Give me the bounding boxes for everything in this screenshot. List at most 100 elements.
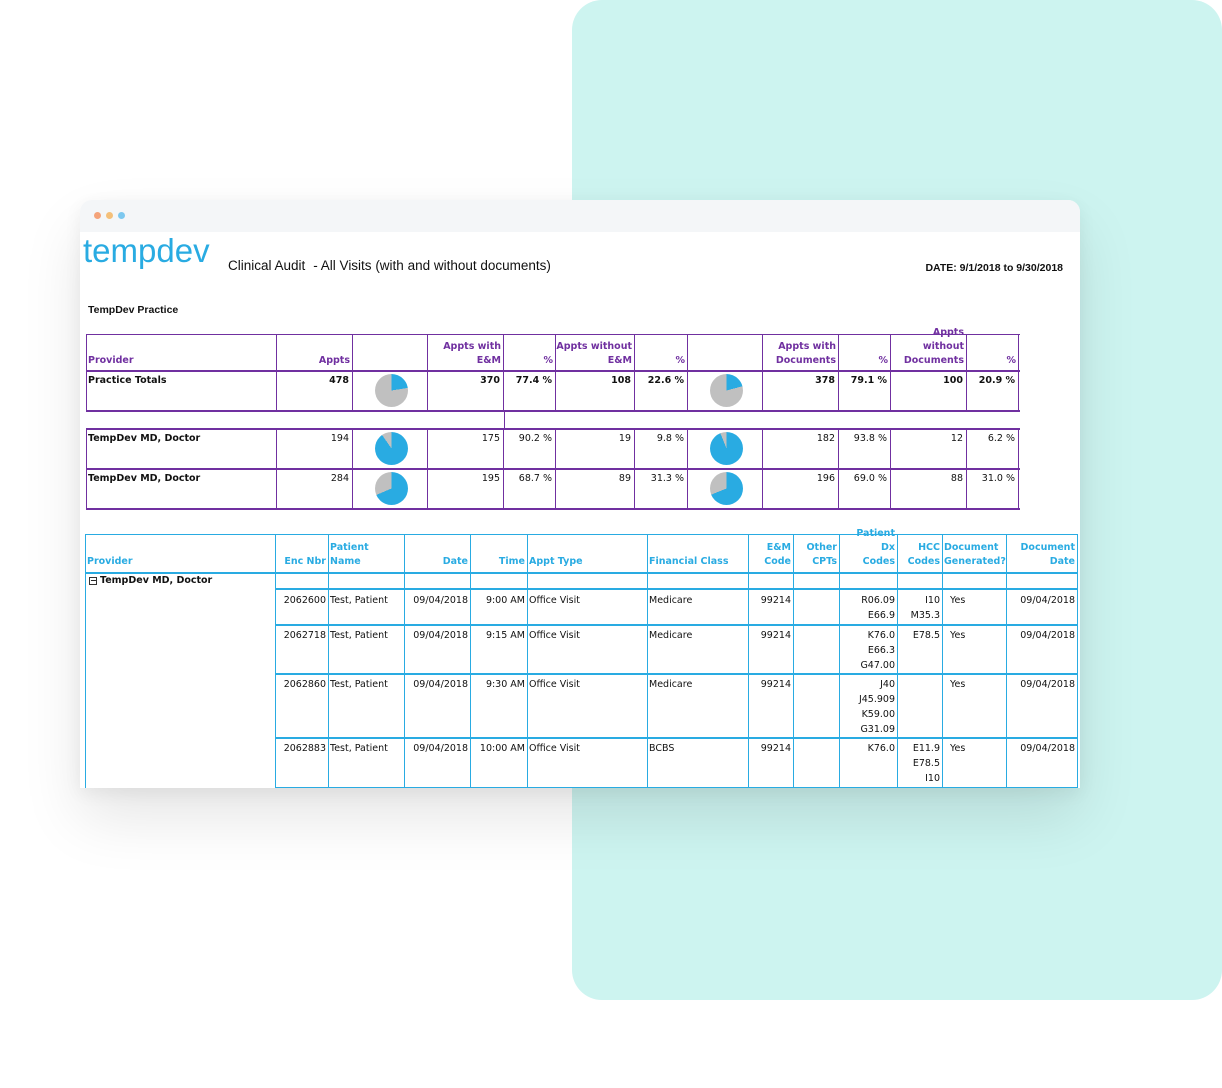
summary-header-5: Appts without E&M — [556, 334, 635, 370]
detail-table: Provider Enc Nbr Patient Name Date Time Appt … — [85, 528, 1078, 788]
summary-pie-cell — [688, 372, 763, 410]
summary-cell-without_em_pct: 31.3 % — [635, 470, 688, 508]
detail-cell-em: 99214 — [760, 743, 791, 754]
detail-cell-date: 09/04/2018 — [413, 679, 468, 690]
pie-chart-icon — [374, 472, 408, 505]
window-close-dot[interactable] — [94, 212, 101, 219]
detail-cell-type: Office Visit — [529, 743, 580, 754]
tempdev-logo: tempdev — [83, 232, 210, 269]
summary-pie-cell — [353, 372, 428, 410]
app-window: tempdev Clinical Audit - All Visits (with… — [80, 200, 1080, 788]
summary-provider: Practice Totals — [86, 372, 277, 410]
detail-cell-cpts — [793, 590, 839, 625]
detail-cell-time: 9:00 AM — [485, 595, 525, 606]
detail-col-rule — [275, 534, 276, 788]
summary-cell-appts: 194 — [277, 430, 353, 468]
summary-pie-cell — [688, 470, 763, 508]
summary-cell-with_em_pct: 90.2 % — [504, 430, 556, 468]
summary-spacer-rule — [504, 410, 505, 430]
table-row[interactable]: 2062718 Test, Patient 09/04/2018 9:15 AM Off… — [275, 625, 1077, 674]
detail-group-label: TempDev MD, Doctor — [100, 575, 213, 586]
detail-cell-em: 99214 — [760, 679, 791, 690]
summary-cell-without_em_pct: 9.8 % — [635, 430, 688, 468]
detail-cell-cpts — [793, 738, 839, 788]
summary-pie-cell — [688, 430, 763, 468]
summary-header-10: Appts without Documents — [891, 327, 967, 370]
summary-cell-with_docs: 196 — [763, 470, 839, 508]
summary-cell-with_docs: 182 — [763, 430, 839, 468]
detail-header-6: Financial Class — [649, 556, 729, 567]
detail-group-row[interactable]: − TempDev MD, Doctor — [85, 573, 275, 589]
detail-cell-generated: Yes — [950, 630, 966, 641]
summary-left-rule — [86, 334, 87, 410]
summary-pie-cell — [353, 430, 428, 468]
window-maximize-dot[interactable] — [118, 212, 125, 219]
detail-cell-enc: 2062860 — [283, 679, 326, 690]
table-row[interactable]: 2062883 Test, Patient 09/04/2018 10:00 AM Of… — [275, 738, 1077, 788]
summary-cell-without_em: 108 — [556, 372, 635, 410]
detail-row-rule — [275, 737, 1077, 739]
summary-row: TempDev MD, Doctor 284 195 68.7 % 89 31.3 % 19… — [86, 470, 1020, 508]
detail-col-rule — [647, 534, 648, 788]
detail-col-rule — [1006, 534, 1007, 788]
summary-row-rule — [86, 468, 1020, 470]
practice-name: TempDev Practice — [88, 304, 179, 316]
detail-col-rule — [527, 534, 528, 788]
detail-col-rule — [942, 534, 943, 788]
detail-cell-patient: Test, Patient — [330, 595, 388, 606]
pie-chart-icon — [374, 432, 408, 465]
detail-cell-hcc — [897, 674, 942, 738]
summary-row: TempDev MD, Doctor 194 175 90.2 % 19 9.8 % 182… — [86, 430, 1020, 468]
report-title-text: Clinical Audit — [228, 258, 306, 273]
summary-header-8: Appts with Documents — [763, 334, 839, 370]
summary-cell-with_docs_pct: 93.8 % — [839, 430, 891, 468]
detail-cell-dx: K76.0 — [867, 743, 895, 754]
summary-provider: TempDev MD, Doctor — [86, 470, 277, 508]
report-content: tempdev Clinical Audit - All Visits (with… — [80, 232, 1080, 788]
detail-cell-fclass: BCBS — [649, 743, 675, 754]
report-date-range: DATE: 9/1/2018 to 9/30/2018 — [925, 262, 1063, 274]
detail-cell-fclass: Medicare — [649, 630, 693, 641]
detail-cell-type: Office Visit — [529, 679, 580, 690]
detail-cell-cpts — [793, 625, 839, 674]
summary-cell-without_docs: 88 — [891, 470, 967, 508]
detail-header-8: Other CPTs — [806, 542, 837, 567]
table-row[interactable]: 2062600 Test, Patient 09/04/2018 9:00 AM Off… — [275, 590, 1077, 625]
detail-cell-hcc: E78.5 — [912, 630, 940, 641]
summary-pie-cell — [353, 470, 428, 508]
detail-col-rule — [793, 534, 794, 788]
detail-col-rule — [404, 534, 405, 788]
collapse-toggle-icon[interactable]: − — [89, 576, 97, 585]
summary-cell-without_em_pct: 22.6 % — [635, 372, 688, 410]
summary-cell-with_em: 195 — [428, 470, 504, 508]
detail-cell-patient: Test, Patient — [330, 630, 388, 641]
summary-table: Provider Appts Appts with E&M% Appts withou… — [86, 327, 1021, 510]
detail-col-rule — [85, 534, 86, 788]
summary-header-9: % — [839, 334, 891, 370]
window-minimize-dot[interactable] — [106, 212, 113, 219]
pie-chart-icon — [709, 374, 743, 407]
pie-chart-icon — [709, 472, 743, 505]
summary-spacer-top — [86, 428, 1020, 430]
detail-cell-time: 9:30 AM — [485, 679, 525, 690]
summary-header-1: Appts — [277, 334, 353, 370]
detail-col-rule — [748, 534, 749, 788]
table-row[interactable]: 2062860 Test, Patient 09/04/2018 9:30 AM Off… — [275, 674, 1077, 738]
detail-top-rule — [85, 534, 1077, 535]
detail-cell-hcc: E11.9 E78.5 I10 — [912, 743, 940, 784]
report-subtitle: - All Visits (with and without documents… — [313, 258, 551, 273]
detail-cell-em: 99214 — [760, 595, 791, 606]
summary-left-rule-2 — [86, 430, 87, 510]
summary-cell-appts: 284 — [277, 470, 353, 508]
detail-header-11: Document Generated? — [944, 542, 1006, 567]
detail-cell-generated: Yes — [950, 595, 966, 606]
summary-cell-with_docs: 378 — [763, 372, 839, 410]
detail-cell-doc_date: 09/04/2018 — [1020, 630, 1075, 641]
detail-cell-doc_date: 09/04/2018 — [1020, 595, 1075, 606]
summary-totals-row: Practice Totals 478 370 77.4 % 108 22.6 % 378 7… — [86, 372, 1020, 410]
detail-col-rule — [897, 534, 898, 788]
detail-cell-dx: R06.09 E66.9 — [861, 595, 895, 621]
detail-cell-em: 99214 — [760, 630, 791, 641]
detail-col-rule — [328, 534, 329, 788]
detail-cell-fclass: Medicare — [649, 679, 693, 690]
